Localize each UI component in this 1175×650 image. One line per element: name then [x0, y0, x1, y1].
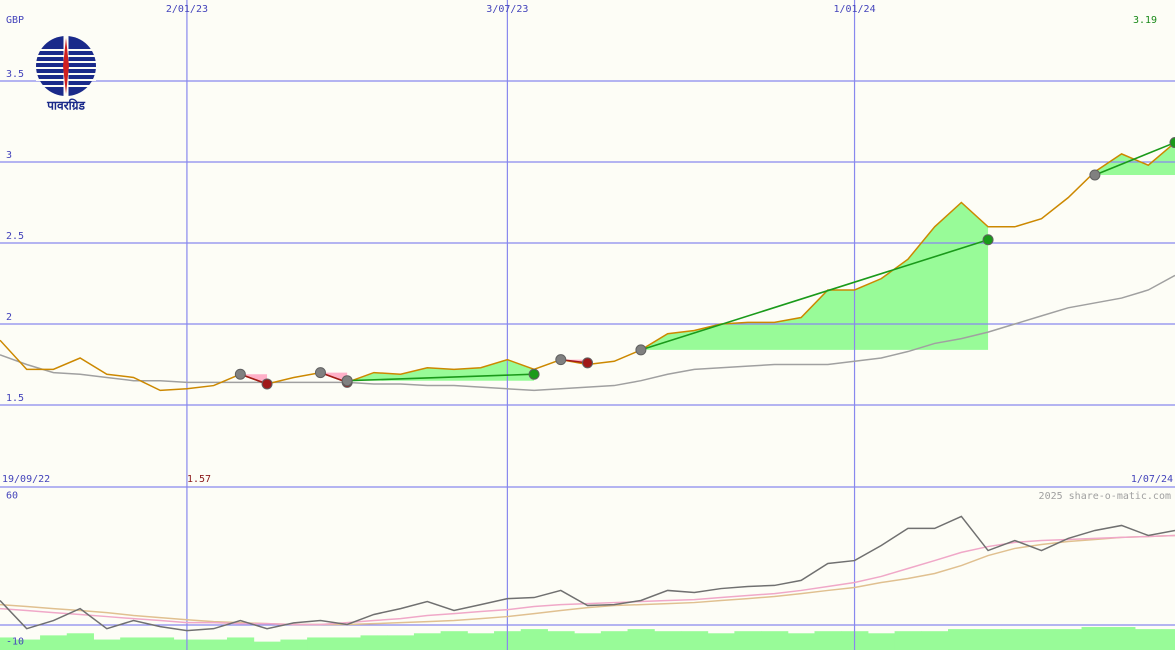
volume-bar — [627, 629, 655, 650]
volume-bar — [707, 633, 735, 650]
volume-bar — [1028, 629, 1056, 650]
volume-bar — [600, 631, 629, 650]
series-line — [0, 534, 1175, 626]
logo-text: पावरग्रिड — [46, 99, 85, 113]
volume-bar — [574, 633, 602, 650]
line-layer — [0, 137, 1175, 632]
y-tick-label: 60 — [6, 490, 18, 501]
text-layer: GBP 3.19 1.57 2025 share-o-matic.com 1.5… — [2, 4, 1173, 648]
volume-bar — [1108, 627, 1136, 650]
volume-bar — [307, 637, 335, 650]
volume-bar — [440, 631, 468, 650]
volume-bar — [200, 639, 228, 650]
volume-bar — [13, 639, 41, 650]
volume-bar — [974, 629, 1002, 650]
volume-bar — [120, 637, 148, 650]
volume-bar — [894, 631, 922, 650]
signal-fill — [347, 359, 535, 383]
volume-bar — [921, 631, 949, 650]
back-layer — [0, 142, 1175, 650]
last-price: 3.19 — [1133, 15, 1157, 26]
volume-bar — [93, 639, 121, 650]
volume-bar — [1161, 629, 1175, 650]
volume-bar — [1001, 629, 1029, 650]
signal-end-marker — [261, 378, 273, 390]
signal-line — [640, 238, 989, 351]
x-tick-label: 19/09/22 — [2, 474, 50, 485]
volume-bar — [1081, 627, 1109, 650]
signal-fill — [640, 202, 989, 350]
y-tick-label: 2.5 — [6, 231, 24, 242]
series-line — [0, 534, 1175, 626]
volume-bar — [787, 633, 815, 650]
volume-bar — [1134, 629, 1163, 650]
volume-bar — [360, 635, 388, 650]
signal-start-marker — [314, 367, 326, 379]
x-tick-label: 1/01/24 — [833, 4, 875, 15]
signal-end-marker — [1169, 137, 1175, 149]
y-tick-label: 3.5 — [6, 69, 24, 80]
signal-start-marker — [555, 354, 567, 366]
x-tick-label: 1/07/24 — [1131, 474, 1173, 485]
volume-bar — [547, 631, 575, 650]
volume-bar — [333, 637, 362, 650]
series-line — [0, 515, 1175, 632]
volume-bar — [814, 631, 842, 650]
volume-bar — [734, 631, 762, 650]
volume-bar — [761, 631, 789, 650]
volume-bar — [413, 633, 442, 650]
volume-bar — [40, 635, 68, 650]
x-tick-label: 2/01/23 — [166, 4, 208, 15]
volume-bar — [1054, 629, 1083, 650]
signal-line — [1094, 141, 1175, 176]
logo: पावरग्रिड — [36, 36, 96, 113]
volume-bar — [680, 631, 709, 650]
signal-start-marker — [635, 344, 647, 356]
signal-end-marker — [982, 234, 994, 246]
y-tick-label: 3 — [6, 150, 12, 161]
volume-bar — [467, 633, 495, 650]
signal-end-marker — [582, 357, 593, 369]
signal-start-marker — [234, 368, 246, 380]
volume-bar — [867, 633, 896, 650]
signal-line — [347, 373, 535, 382]
volume-bar — [948, 629, 976, 650]
logo-needle — [63, 38, 69, 94]
volume-bar — [66, 633, 94, 650]
y-tick-label: 2 — [6, 312, 12, 323]
volume-bar — [226, 637, 255, 650]
low-price: 1.57 — [187, 474, 211, 485]
y-tick-label: -10 — [6, 637, 24, 648]
signal-start-marker — [341, 375, 353, 387]
unit-label: GBP — [6, 15, 24, 26]
volume-bar — [253, 641, 281, 650]
volume-bar — [387, 635, 415, 650]
signal-end-marker — [528, 368, 540, 380]
volume-bar — [654, 631, 682, 650]
signal-start-marker — [1089, 169, 1101, 181]
x-tick-label: 3/07/23 — [486, 4, 528, 15]
series-line — [0, 274, 1175, 392]
volume-bar — [280, 639, 308, 650]
y-tick-label: 1.5 — [6, 393, 24, 404]
credit: 2025 share-o-matic.com — [1039, 491, 1171, 502]
volume-bar — [520, 629, 548, 650]
volume-bar — [0, 637, 14, 650]
volume-bar — [146, 637, 175, 650]
